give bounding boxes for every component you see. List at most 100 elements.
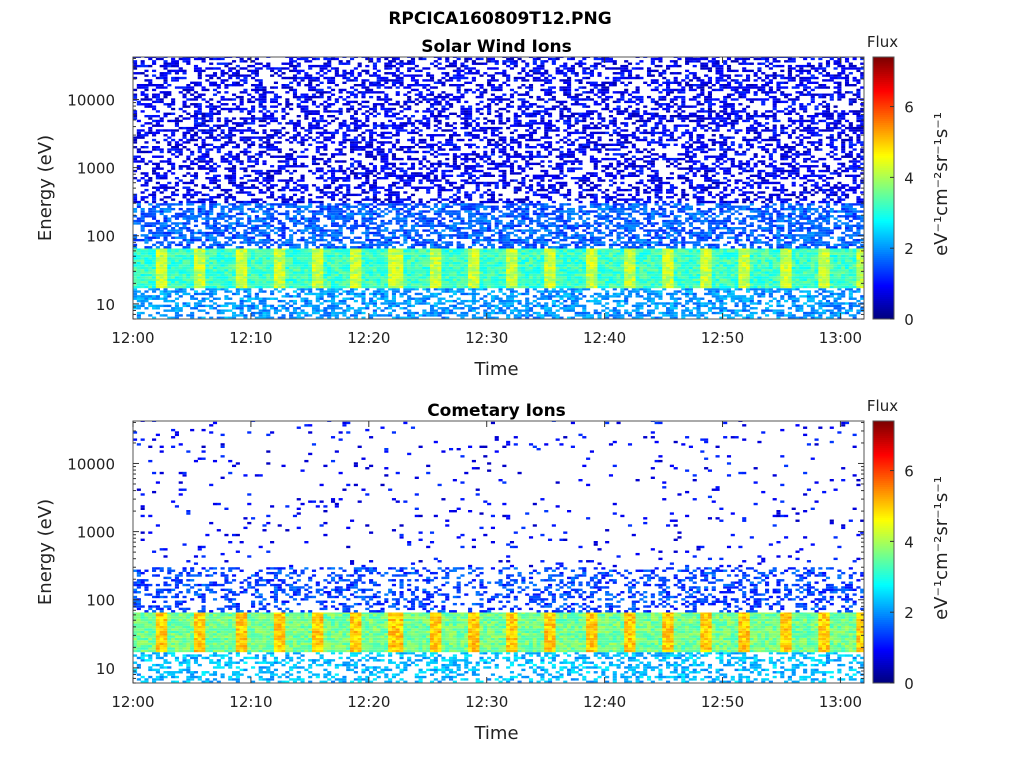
flux-cell [487, 248, 492, 251]
flux-cell [319, 288, 324, 291]
flux-cell [856, 248, 861, 251]
flux-cell [639, 248, 644, 251]
flux-cell [407, 299, 412, 303]
flux-cell [711, 290, 716, 293]
flux-cell [567, 316, 572, 319]
flux-cell [582, 307, 587, 310]
flux-cell [235, 278, 240, 282]
flux-cell [422, 309, 427, 312]
flux-cell [662, 278, 667, 282]
flux-cell [536, 304, 541, 308]
flux-cell [753, 271, 758, 274]
flux-cell [258, 254, 263, 258]
flux-cell [441, 271, 446, 274]
flux-cell [700, 261, 705, 265]
flux-cell [734, 311, 739, 315]
flux-cell [426, 266, 431, 270]
flux-cell [517, 299, 522, 303]
flux-cell [334, 307, 339, 310]
flux-cell [567, 273, 572, 277]
flux-cell [429, 257, 435, 260]
flux-cell [361, 246, 366, 249]
flux-cell [806, 257, 811, 260]
flux-cell [429, 276, 435, 279]
flux-cell [742, 309, 747, 312]
flux-cell [643, 261, 648, 265]
flux-cell [494, 273, 499, 277]
flux-cell [677, 252, 682, 255]
flux-cell [646, 259, 652, 262]
flux-cell [338, 288, 343, 291]
flux-cell [856, 290, 861, 293]
flux-cell [171, 281, 176, 284]
flux-cell [787, 276, 792, 279]
flux-cell [193, 290, 199, 293]
flux-cell [155, 269, 160, 272]
flux-cell [643, 254, 648, 258]
flux-cell [163, 257, 168, 260]
flux-cell [220, 309, 225, 312]
flux-cell [418, 266, 423, 270]
flux-cell [311, 252, 317, 255]
flux-cell [597, 250, 602, 253]
flux-cell [654, 276, 659, 279]
flux-cell [627, 283, 633, 286]
flux-cell [224, 309, 229, 312]
flux-cell [799, 271, 804, 274]
flux-cell [509, 302, 515, 305]
flux-cell [624, 252, 629, 255]
flux-cell [319, 264, 324, 267]
flux-cell [780, 283, 785, 286]
flux-cell [570, 297, 575, 300]
flux-cell [795, 248, 800, 251]
flux-cell [159, 283, 164, 286]
flux-cell [761, 288, 766, 291]
flux-cell [452, 292, 457, 296]
flux-cell [167, 273, 172, 277]
flux-cell [403, 261, 408, 265]
flux-cell [251, 311, 256, 315]
flux-cell [776, 269, 781, 272]
flux-cell [251, 307, 256, 310]
flux-cell [547, 285, 553, 289]
flux-cell [247, 259, 252, 262]
flux-cell [745, 259, 751, 262]
flux-cell [464, 252, 469, 255]
flux-cell [525, 297, 530, 300]
flux-cell [673, 259, 678, 262]
flux-cell [449, 276, 454, 279]
flux-cell [806, 269, 811, 272]
flux-cell [266, 285, 271, 289]
flux-cell [353, 269, 358, 272]
flux-cell [452, 304, 457, 308]
flux-cell [182, 304, 187, 308]
flux-cell [616, 292, 621, 296]
flux-cell [726, 271, 732, 274]
flux-cell [197, 252, 202, 255]
flux-cell [715, 271, 720, 274]
flux-cell [685, 290, 690, 293]
flux-cell [292, 243, 298, 247]
flux-cell [730, 292, 735, 296]
flux-cell [487, 281, 492, 284]
flux-cell [426, 254, 431, 258]
flux-cell [133, 283, 138, 286]
flux-cell [384, 295, 389, 298]
flux-cell [776, 316, 781, 319]
flux-cell [449, 261, 454, 265]
flux-cell [159, 241, 164, 244]
flux-cell [292, 302, 298, 305]
flux-cell [338, 257, 343, 260]
flux-cell [547, 254, 553, 258]
flux-cell [726, 283, 732, 286]
flux-cell [205, 261, 210, 265]
flux-cell [159, 292, 164, 296]
flux-cell [159, 297, 164, 300]
flux-cell [148, 271, 153, 274]
flux-cell [460, 264, 465, 267]
flux-cell [753, 278, 758, 282]
flux-cell [768, 285, 773, 289]
flux-cell [525, 311, 530, 315]
flux-cell [563, 295, 568, 298]
flux-cell [273, 250, 278, 253]
